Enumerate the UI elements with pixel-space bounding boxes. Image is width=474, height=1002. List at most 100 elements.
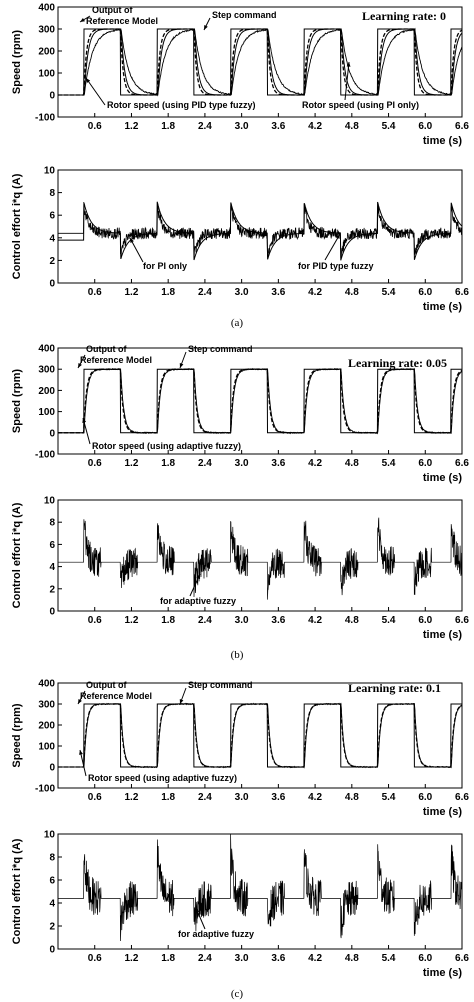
- x-tick-label: 3.6: [271, 121, 285, 132]
- x-tick-label: 4.2: [308, 615, 322, 626]
- x-tick-label: 3.0: [235, 792, 249, 803]
- fuzzy-label-b: for adaptive fuzzy: [160, 596, 236, 606]
- y-tick-label: 0: [49, 607, 55, 618]
- x-tick-label: 2.4: [198, 615, 212, 626]
- x-tick-label: 6.6: [455, 121, 469, 132]
- x-tick-label: 3.0: [235, 615, 249, 626]
- x-tick-label: 4.2: [308, 458, 322, 469]
- plot-frame: [57, 833, 463, 950]
- control-adaptive-line: [58, 517, 462, 600]
- x-tick-label: 0.6: [88, 121, 102, 132]
- y-tick-label: 6: [49, 876, 55, 887]
- step-label-c: Step command: [188, 680, 253, 690]
- y-tick-label: 400: [38, 344, 55, 355]
- plot-frame: [57, 347, 463, 455]
- fuzzy-label-a: for PID type fuzzy: [298, 261, 374, 271]
- y-axis-label: Speed (rpm): [11, 703, 23, 768]
- y-tick-label: 0: [49, 945, 55, 956]
- x-tick-label: 6.6: [455, 953, 469, 964]
- x-tick-label: 3.6: [271, 615, 285, 626]
- plot-area: [58, 201, 462, 261]
- x-tick-label: 4.8: [345, 953, 359, 964]
- x-tick-label: 5.4: [382, 953, 396, 964]
- x-tick-label: 6.6: [455, 287, 469, 298]
- arrow-step-b-head: [179, 363, 184, 368]
- caption-c: (c): [231, 988, 244, 1000]
- arrow-rotor-b-head: [82, 418, 87, 423]
- x-axis-label: time (s): [423, 472, 462, 484]
- y-tick-label: 4: [49, 233, 55, 244]
- panel-b-control: 10 8 6 4 2 0 0.6 1.2 1.8 2.4 3.0 3.6 4.2 4.8 5.4 6.0 6.6…: [11, 496, 469, 642]
- x-tick-label: 1.2: [125, 953, 139, 964]
- x-tick-label: 5.4: [382, 458, 396, 469]
- ref-model-label-c2: Reference Model: [80, 691, 152, 701]
- x-tick-label: 1.8: [161, 953, 175, 964]
- y-tick-label: 200: [38, 386, 55, 397]
- x-tick-label: 0.6: [88, 615, 102, 626]
- y-tick-label: 8: [49, 518, 55, 529]
- y-tick-label: 8: [49, 188, 55, 199]
- x-tick-label: 3.6: [271, 953, 285, 964]
- x-tick-label: 1.2: [125, 792, 139, 803]
- plot-area: [58, 834, 462, 942]
- panel-b-speed: 400 300 200 100 0 -100 0.6 1.2 1.8 2.4 3.0 3.6 4.2 4.…: [11, 344, 469, 485]
- x-tick-label: 4.8: [345, 287, 359, 298]
- x-tick-label: 6.6: [455, 615, 469, 626]
- x-axis-label: time (s): [423, 967, 462, 979]
- x-tick-label: 3.0: [235, 121, 249, 132]
- y-tick-label: -100: [35, 784, 55, 795]
- y-tick-label: 200: [38, 47, 55, 58]
- learning-rate-b: Learning rate: 0.05: [348, 356, 447, 370]
- plot-frame: [57, 6, 463, 118]
- rotor-speed-pi-line: [58, 27, 462, 97]
- x-tick-label: 2.4: [198, 121, 212, 132]
- x-tick-label: 5.4: [382, 615, 396, 626]
- x-tick-label: 6.0: [418, 953, 432, 964]
- x-tick-label: 6.6: [455, 458, 469, 469]
- y-tick-label: 300: [38, 700, 55, 711]
- reference-model-line: [58, 703, 462, 768]
- y-axis-label: Speed (rpm): [11, 369, 23, 434]
- y-tick-label: 0: [49, 279, 55, 290]
- pid-fuzzy-label-a: Rotor speed (using PID type fuzzy): [107, 100, 256, 110]
- x-tick-label: 4.2: [308, 953, 322, 964]
- x-tick-label: 2.4: [198, 953, 212, 964]
- x-tick-label: 6.0: [418, 615, 432, 626]
- x-tick-label: 3.0: [235, 953, 249, 964]
- step-command-line: [58, 368, 462, 434]
- pi-only-label-a: Rotor speed (using PI only): [302, 100, 419, 110]
- y-tick-label: 200: [38, 721, 55, 732]
- pi-label-a: for PI only: [143, 261, 187, 271]
- plot-area: [58, 517, 462, 600]
- panel-c-speed: 400 300 200 100 0 -100 0.6 1.2 1.8 2.4 3.0 3.6 4.2 4.…: [11, 679, 469, 819]
- x-tick-label: 4.2: [308, 287, 322, 298]
- step-command-line: [58, 28, 462, 96]
- y-tick-label: 4: [49, 562, 55, 573]
- y-tick-label: 10: [44, 496, 56, 507]
- arrow-ref-a-head: [80, 18, 85, 22]
- x-tick-label: 1.8: [161, 287, 175, 298]
- learning-rate-c: Learning rate: 0.1: [348, 681, 441, 695]
- caption-a: (a): [231, 317, 244, 329]
- x-tick-label: 2.4: [198, 792, 212, 803]
- fuzzy-label-c: for adaptive fuzzy: [178, 929, 254, 939]
- x-tick-label: 3.0: [235, 458, 249, 469]
- y-tick-label: 100: [38, 742, 55, 753]
- y-axis-label: Control effort i*q (A): [11, 502, 23, 608]
- y-tick-label: -100: [35, 450, 55, 461]
- x-tick-label: 0.6: [88, 953, 102, 964]
- x-tick-label: 6.0: [418, 121, 432, 132]
- plot-area: [58, 27, 462, 97]
- plot-frame: [57, 499, 463, 612]
- y-axis-label: Speed (rpm): [11, 30, 23, 95]
- rotor-speed-adaptive-line: [58, 702, 462, 769]
- x-tick-label: 1.2: [125, 615, 139, 626]
- arrow-pid-a-shaft: [85, 77, 106, 106]
- x-tick-label: 3.0: [235, 287, 249, 298]
- ref-model-label-a2: Reference Model: [86, 16, 158, 26]
- reference-model-line: [58, 368, 462, 434]
- y-tick-label: 2: [49, 256, 55, 267]
- panel-c-control: 10 8 6 4 2 0 0.6 1.2 1.8 2.4 3.0 3.6 4.2 4.8 5.4 6.0 6.6…: [11, 830, 469, 980]
- arrow-step-a-head: [204, 25, 208, 30]
